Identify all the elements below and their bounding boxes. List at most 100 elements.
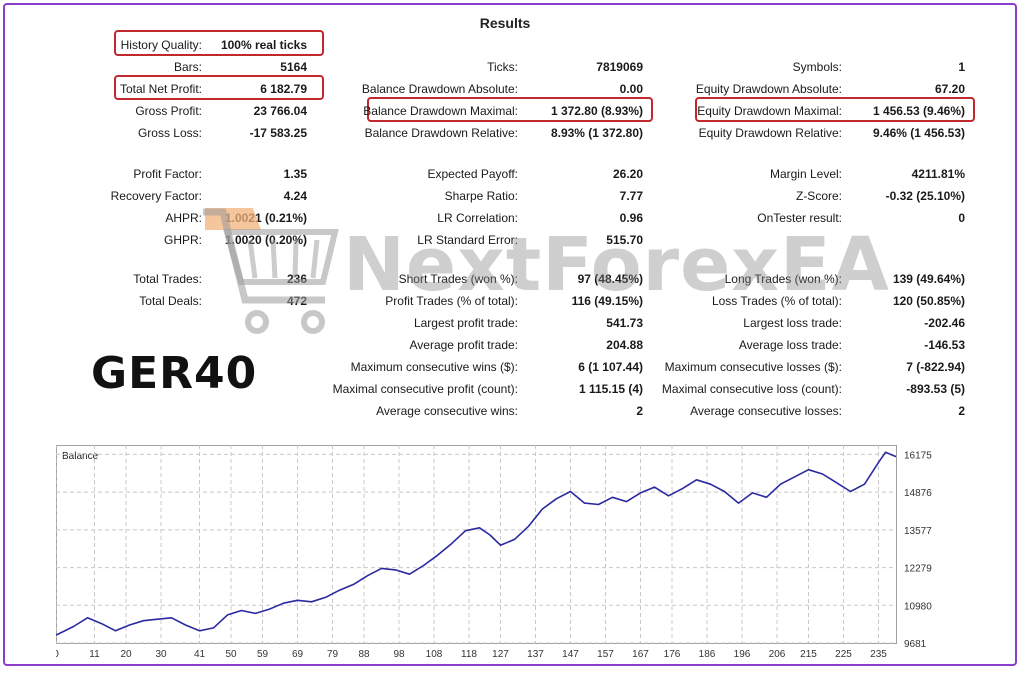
lr-correlation-label: LR Correlation: [437,211,518,225]
long-trades-label: Long Trades (won %): [724,272,842,286]
max-consec-losses-label: Maximum consecutive losses ($): [664,360,842,374]
avg-consec-wins-value: 2 [636,404,643,418]
loss-trades-label: Loss Trades (% of total): [711,294,842,308]
average-loss-trade-value: -146.53 [924,338,965,352]
x-tick-label: 69 [292,649,304,660]
profit-factor-value: 1.35 [283,167,307,181]
x-tick-label: 176 [664,649,681,660]
expected-payoff-label: Expected Payoff: [427,167,518,181]
profit-trades-label: Profit Trades (% of total): [385,294,518,308]
avg-consec-wins-label: Average consecutive wins: [376,404,518,418]
equity-dd-max-label: Equity Drawdown Maximal: [697,104,842,118]
equity-dd-max-value: 1 456.53 (9.46%) [872,104,965,118]
ontester-result-label: OnTester result: [757,211,842,225]
x-tick-label: 167 [632,649,649,660]
y-tick-label: 14876 [904,488,932,499]
maximal-consec-profit-value: 1 115.15 (4) [578,382,643,396]
x-tick-label: 186 [699,649,716,660]
x-tick-label: 59 [257,649,269,660]
max-consec-losses-value: 7 (-822.94) [906,360,965,374]
x-tick-label: 118 [461,649,477,660]
x-tick-label: 79 [327,649,339,660]
symbol-label: GER40 [91,348,258,399]
largest-loss-trade-value: -202.46 [924,316,965,330]
ticks-label: Ticks: [487,60,518,74]
total-trades-label: Total Trades: [133,272,202,286]
x-tick-label: 225 [835,649,852,660]
total-net-profit-label: Total Net Profit: [119,82,202,96]
sharpe-ratio-label: Sharpe Ratio: [444,189,518,203]
short-trades-label: Short Trades (won %): [398,272,518,286]
z-score-value: -0.32 (25.10%) [885,189,965,203]
symbols-value: 1 [958,60,965,74]
average-loss-trade-label: Average loss trade: [738,338,842,352]
recovery-factor-label: Recovery Factor: [110,189,202,203]
x-tick-label: 215 [800,649,817,660]
gross-loss-value: -17 583.25 [249,126,307,140]
balance-line [56,451,897,636]
z-score-label: Z-Score: [795,189,842,203]
history-quality-label: History Quality: [120,38,202,52]
balance-dd-abs-label: Balance Drawdown Absolute: [361,82,518,96]
x-tick-label: 20 [120,649,132,660]
x-tick-label: 0 [56,649,59,660]
y-tick-label: 10980 [904,601,932,612]
x-tick-label: 98 [393,649,405,660]
total-deals-label: Total Deals: [139,294,202,308]
x-tick-label: 157 [597,649,614,660]
lr-std-error-value: 515.70 [606,233,643,247]
x-tick-label: 127 [492,649,509,660]
lr-std-error-label: LR Standard Error: [417,233,518,247]
x-tick-label: 206 [769,649,786,660]
plot-area [56,445,897,644]
chart-title: Balance [62,451,99,462]
expected-payoff-value: 26.20 [612,167,643,181]
results-panel: Results History Quality: 100% real ticks… [3,3,1017,666]
x-tick-label: 147 [562,649,579,660]
profit-trades-value: 116 (49.15%) [571,294,643,308]
maximal-consec-loss-value: -893.53 (5) [906,382,965,396]
x-tick-label: 50 [225,649,237,660]
gross-profit-label: Gross Profit: [135,104,202,118]
bars-label: Bars: [173,60,202,74]
lr-correlation-value: 0.96 [619,211,643,225]
history-quality-value: 100% real ticks [220,38,307,52]
x-tick-label: 30 [155,649,167,660]
x-tick-label: 137 [527,649,544,660]
total-deals-value: 472 [286,294,307,308]
balance-dd-abs-value: 0.00 [619,82,643,96]
balance-dd-max-value: 1 372.80 (8.93%) [550,104,643,118]
ahpr-value: 1.0021 (0.21%) [224,211,307,225]
equity-dd-rel-label: Equity Drawdown Relative: [698,126,842,140]
profit-factor-label: Profit Factor: [133,167,202,181]
results-title: Results [479,15,531,31]
balance-chart: Balance 9681 10980 12279 13577 14876 16175 0 11 2… [56,445,932,660]
y-tick-label: 9681 [904,639,927,650]
x-tick-label: 108 [426,649,443,660]
ahpr-label: AHPR: [165,211,202,225]
loss-trades-value: 120 (50.85%) [892,294,965,308]
equity-dd-abs-label: Equity Drawdown Absolute: [695,82,842,96]
average-profit-trade-value: 204.88 [606,338,643,352]
balance-dd-rel-value: 8.93% (1 372.80) [550,126,643,140]
max-consec-wins-label: Maximum consecutive wins ($): [350,360,518,374]
maximal-consec-loss-label: Maximal consecutive loss (count): [661,382,842,396]
max-consec-wins-value: 6 (1 107.44) [578,360,643,374]
total-trades-value: 236 [286,272,307,286]
x-tick-label: 196 [734,649,751,660]
y-tick-label: 13577 [904,526,932,537]
x-tick-label: 41 [194,649,206,660]
equity-dd-rel-value: 9.46% (1 456.53) [872,126,965,140]
margin-level-label: Margin Level: [769,167,842,181]
symbols-label: Symbols: [792,60,842,74]
equity-dd-abs-value: 67.20 [934,82,965,96]
ticks-value: 7819069 [596,60,643,74]
avg-consec-losses-value: 2 [958,404,965,418]
ghpr-value: 1.0020 (0.20%) [224,233,307,247]
x-tick-label: 235 [870,649,887,660]
largest-loss-trade-label: Largest loss trade: [743,316,842,330]
recovery-factor-value: 4.24 [283,189,307,203]
gross-profit-value: 23 766.04 [253,104,307,118]
gross-loss-label: Gross Loss: [137,126,202,140]
largest-profit-trade-label: Largest profit trade: [413,316,518,330]
